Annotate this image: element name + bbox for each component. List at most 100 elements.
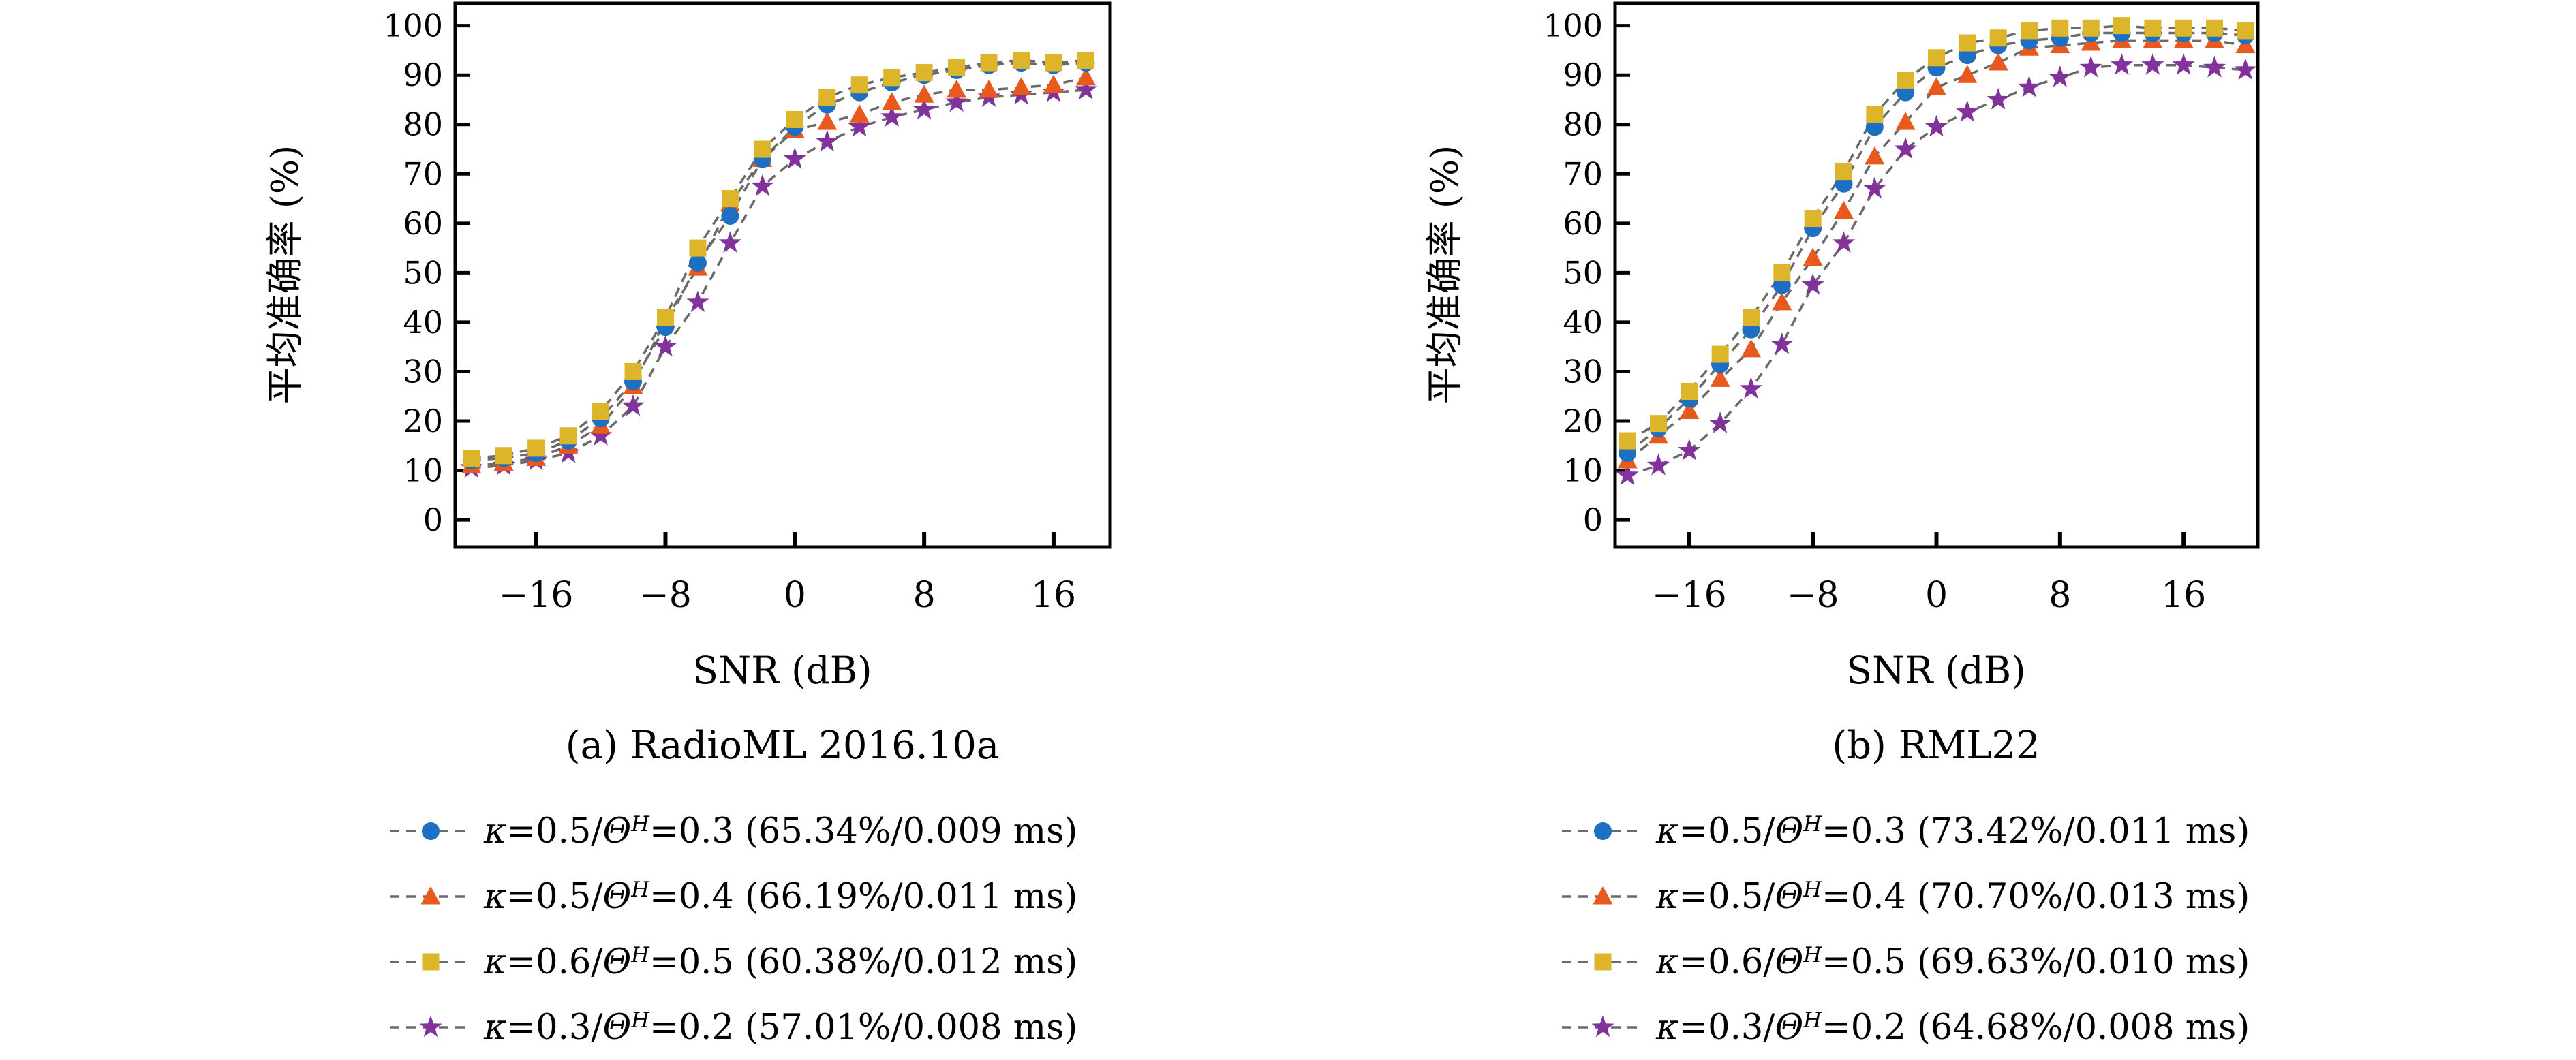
star-marker-icon (686, 290, 709, 313)
triangle-marker-icon (1011, 77, 1031, 95)
series-markers-square (1619, 17, 2254, 450)
y-tick-label: 60 (1563, 205, 1603, 242)
triangle-marker-icon (1895, 112, 1916, 130)
square-marker-icon (1928, 49, 1945, 67)
square-marker-icon (2051, 19, 2069, 37)
square-legend-key (390, 953, 472, 971)
triangle-marker-icon (420, 886, 441, 905)
square-marker-icon (1649, 415, 1667, 433)
y-tick-label: 70 (1563, 155, 1603, 192)
square-marker-icon (624, 362, 642, 380)
legend-label: κ=0.3/ΘH=0.2 (57.01%/0.008 ms) (484, 1007, 1078, 1048)
triangle-marker-icon (1710, 369, 1730, 387)
triangle-marker-icon (1865, 146, 1885, 165)
square-legend-key (1562, 953, 1644, 971)
legend-item: κ=0.5/ΘH=0.3 (73.42%/0.011 ms) (1562, 798, 2576, 864)
square-marker-icon (495, 447, 512, 465)
y-tick-label: 60 (403, 205, 443, 242)
legend-left: κ=0.5/ΘH=0.3 (65.34%/0.009 ms) κ=0.5/ΘH=0… (390, 798, 1412, 1060)
square-marker-icon (850, 76, 868, 94)
y-tick-label: 0 (423, 501, 443, 538)
triangle-marker-icon (1679, 401, 1700, 419)
triangle-marker-icon (1075, 67, 1096, 86)
square-marker-icon (1619, 432, 1636, 450)
y-tick-label: 40 (403, 304, 443, 341)
series-line-circle (471, 61, 1086, 462)
legend-label: κ=0.6/ΘH=0.5 (69.63%/0.010 ms) (1656, 941, 2250, 982)
series-line-triangle (1627, 39, 2246, 462)
triangle-marker-icon (1927, 77, 1946, 95)
y-tick-label: 20 (403, 403, 443, 439)
square-marker-icon (527, 439, 545, 457)
square-marker-icon (980, 54, 998, 72)
square-marker-icon (2237, 22, 2254, 40)
series-line-circle (1627, 31, 2246, 454)
triangle-marker-icon (1593, 886, 1613, 905)
y-tick-label: 90 (1563, 57, 1603, 93)
circle-legend-key (390, 822, 472, 840)
triangle-marker-icon (1741, 339, 1761, 358)
x-tick-label: −8 (1787, 575, 1839, 616)
caption-left: (a) RadioML 2016.10a (565, 723, 1000, 768)
square-marker-icon (1835, 163, 1852, 181)
x-tick-label: −8 (639, 575, 692, 616)
square-marker-icon (463, 449, 480, 467)
triangle-legend-key (1562, 886, 1644, 905)
star-marker-icon (2049, 65, 2072, 87)
y-tick-label: 100 (1543, 7, 1603, 44)
legend-label: κ=0.5/ΘH=0.4 (66.19%/0.011 ms) (484, 876, 1078, 917)
star-marker-icon (419, 1015, 442, 1038)
square-marker-icon (818, 89, 836, 106)
square-marker-icon (915, 64, 933, 82)
square-marker-icon (1959, 34, 1976, 52)
triangle-marker-icon (1803, 247, 1823, 266)
star-marker-icon (816, 129, 839, 152)
legend-label: κ=0.3/ΘH=0.2 (64.68%/0.008 ms) (1656, 1007, 2250, 1048)
square-marker-icon (1989, 29, 2007, 47)
square-marker-icon (559, 427, 577, 445)
x-tick-label: −16 (499, 575, 574, 616)
triangle-legend-key (390, 886, 472, 905)
legend-label: κ=0.5/ΘH=0.4 (70.70%/0.013 ms) (1656, 876, 2250, 917)
series-markers-triangle (1617, 30, 2256, 469)
series-line-square (471, 59, 1086, 460)
star-marker-icon (1591, 1015, 1614, 1038)
star-marker-icon (1074, 78, 1098, 100)
legend-label: κ=0.6/ΘH=0.5 (60.38%/0.012 ms) (484, 941, 1078, 982)
square-marker-icon (883, 69, 901, 87)
x-tick-label: 8 (913, 575, 936, 616)
y-tick-label: 80 (403, 106, 443, 143)
triangle-marker-icon (1772, 292, 1792, 311)
y-tick-label: 100 (383, 7, 443, 44)
y-tick-label: 10 (403, 452, 443, 489)
y-tick-label: 30 (1563, 353, 1603, 390)
star-marker-icon (2203, 55, 2226, 78)
square-marker-icon (948, 59, 966, 76)
triangle-marker-icon (1957, 65, 1978, 83)
star-marker-icon (2079, 55, 2102, 78)
x-tick-label: 0 (784, 575, 806, 616)
x-tick-label: 0 (1925, 575, 1948, 616)
star-marker-icon (1801, 273, 1824, 295)
star-marker-icon (1832, 231, 1856, 253)
square-marker-icon (1866, 106, 1884, 123)
legend-label: κ=0.5/ΘH=0.3 (73.42%/0.011 ms) (1656, 811, 2250, 852)
triangle-marker-icon (817, 112, 838, 130)
star-marker-icon (589, 424, 613, 446)
star-marker-icon (2141, 53, 2164, 75)
square-marker-icon (2082, 19, 2100, 37)
star-marker-icon (2017, 75, 2041, 97)
square-marker-icon (1711, 345, 1729, 363)
star-marker-icon (783, 147, 806, 169)
star-marker-icon (1739, 377, 1763, 399)
legend-item: κ=0.3/ΘH=0.2 (57.01%/0.008 ms) (390, 995, 1412, 1060)
right-chart-plot: 0 10 20 30 40 50 60 70 80 90 100 −16 −8 0 8 16 (1543, 1, 2260, 616)
series-markers-star (1616, 53, 2257, 485)
triangle-marker-icon (1833, 200, 1854, 219)
star-marker-icon (848, 114, 871, 137)
triangle-marker-icon (849, 104, 870, 123)
legend-item: κ=0.6/ΘH=0.5 (60.38%/0.012 ms) (390, 929, 1412, 995)
star-marker-icon (1646, 453, 1670, 476)
